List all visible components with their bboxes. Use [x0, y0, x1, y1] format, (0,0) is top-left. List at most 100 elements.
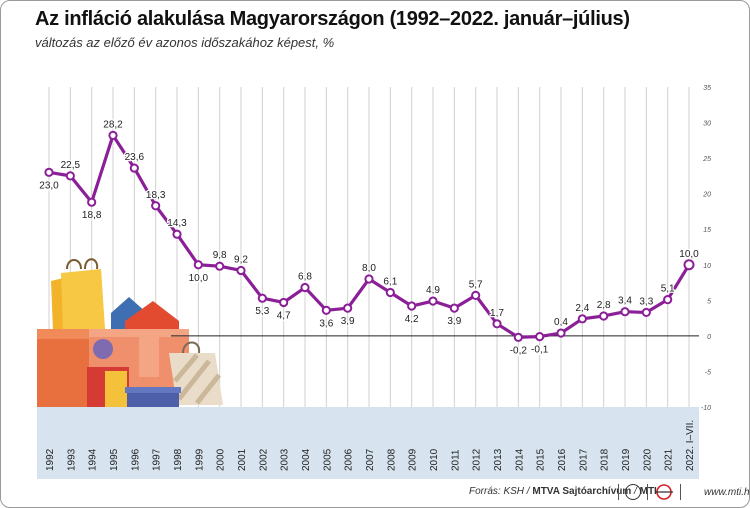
- y-tick-label: -10: [701, 405, 711, 412]
- data-label: 10,0: [679, 249, 699, 260]
- data-point: [599, 311, 609, 321]
- y-tick-label: 5: [707, 298, 711, 305]
- data-point: [449, 303, 459, 313]
- x-tick-label: 2015: [536, 448, 547, 471]
- data-label: 4,7: [277, 310, 291, 321]
- data-label: 3,3: [639, 296, 653, 307]
- data-point: [364, 274, 374, 284]
- x-tick-label: 1999: [194, 448, 205, 471]
- red-box-icon: [87, 367, 129, 407]
- data-point: [151, 201, 161, 211]
- striped-bag-icon: [169, 341, 223, 405]
- x-tick-label: 1997: [152, 448, 163, 471]
- data-point: [172, 229, 182, 239]
- y-tick-label: 25: [702, 156, 711, 163]
- data-point: [428, 296, 438, 306]
- x-tick-label: 2018: [600, 448, 611, 471]
- x-tick-label: 1994: [88, 448, 99, 471]
- x-tick-label: 2019: [621, 448, 632, 471]
- x-tick-label: 2020: [642, 448, 653, 471]
- data-label: 3,9: [341, 316, 355, 327]
- y-tick-label: 10: [703, 263, 711, 270]
- x-tick-label: 2022. I–VII.: [685, 420, 696, 471]
- x-tick-label: 2004: [301, 448, 312, 471]
- data-label: 18,3: [146, 190, 166, 201]
- x-tick-label: 2005: [322, 448, 333, 471]
- x-tick-label: 2016: [557, 448, 568, 471]
- data-point: [236, 265, 246, 276]
- x-tick-label: 2014: [514, 448, 525, 471]
- data-labels: 23,022,5 18,8 28,2 23,6 18,3 14,3 10,0 9,8 9,2 5,…: [38, 118, 700, 357]
- data-label: 3,9: [447, 316, 461, 327]
- data-point: [108, 130, 118, 140]
- data-point: [407, 301, 417, 311]
- x-tick-label: 2003: [280, 448, 291, 471]
- data-point: [471, 290, 481, 300]
- data-label: 5,1: [661, 284, 675, 295]
- x-tick-label: 2013: [493, 448, 504, 471]
- data-label: 23,0: [39, 180, 59, 191]
- data-point: [65, 171, 75, 181]
- data-label: 4,2: [405, 314, 419, 325]
- mti-url: www.mti.hu: [704, 487, 750, 498]
- data-point: [641, 307, 651, 318]
- y-tick-label: 0: [707, 334, 711, 341]
- data-label: 9,2: [234, 254, 248, 265]
- data-label: 23,6: [125, 152, 145, 163]
- data-point: [44, 167, 54, 177]
- data-label: 6,8: [298, 272, 312, 283]
- x-tick-label: 1998: [173, 448, 184, 471]
- data-point: [513, 332, 523, 342]
- data-label: 3,4: [618, 296, 632, 307]
- mti-logo-icon: [655, 484, 673, 500]
- data-label: -0,2: [510, 345, 528, 356]
- data-label: 6,1: [383, 277, 397, 288]
- data-label: 0,4: [554, 317, 568, 328]
- data-point: [300, 282, 310, 293]
- y-axis-ticks: -10 -5 0 5 10 15 20 25 30 35: [701, 85, 711, 412]
- x-tick-label: 2010: [429, 448, 440, 471]
- x-tick-label: 2021: [664, 448, 675, 471]
- data-label: 22,5: [61, 160, 81, 171]
- data-label: 28,2: [103, 119, 123, 130]
- x-tick-label: 2012: [472, 448, 483, 471]
- x-tick-label: 1995: [109, 448, 120, 471]
- logos: [618, 481, 681, 503]
- x-axis-labels: 1992 1993 1994 1995 1996 1997 1998 1999 2000 2001…: [45, 420, 696, 471]
- plot-background: [37, 407, 699, 479]
- x-tick-label: 1993: [66, 448, 77, 471]
- data-point: [577, 314, 587, 324]
- x-axis-band: [37, 407, 699, 479]
- data-point: [129, 163, 139, 173]
- data-label: 5,7: [469, 279, 483, 290]
- data-label: -0,1: [531, 345, 549, 356]
- blue-shoebox-icon: [125, 387, 181, 407]
- data-label: 9,8: [213, 250, 227, 261]
- y-tick-label: 30: [703, 121, 711, 128]
- data-point: [215, 261, 225, 271]
- y-tick-label: 35: [703, 85, 711, 92]
- data-label: 14,3: [167, 218, 187, 229]
- data-label: 5,3: [255, 306, 269, 317]
- data-point: [556, 328, 566, 338]
- data-point: [535, 332, 545, 342]
- data-point: [321, 305, 331, 315]
- y-tick-label: 15: [703, 227, 711, 234]
- x-tick-label: 2011: [450, 449, 461, 471]
- x-tick-label: 2000: [216, 448, 227, 471]
- mtva-logo-icon: [625, 484, 641, 500]
- data-label: 1,7: [490, 308, 504, 319]
- x-tick-label: 1996: [130, 448, 141, 471]
- data-point: [663, 295, 673, 305]
- chart-subtitle: változás az előző év azonos időszakához …: [35, 35, 335, 50]
- yellow-bag-icon: [51, 258, 105, 331]
- data-point: [193, 260, 203, 270]
- data-point: [257, 293, 267, 303]
- data-label: 3,6: [319, 318, 333, 329]
- red-roof-box-icon: [125, 301, 179, 331]
- x-tick-label: 2017: [578, 448, 589, 471]
- data-points: [44, 130, 695, 342]
- x-tick-label: 2007: [365, 448, 376, 471]
